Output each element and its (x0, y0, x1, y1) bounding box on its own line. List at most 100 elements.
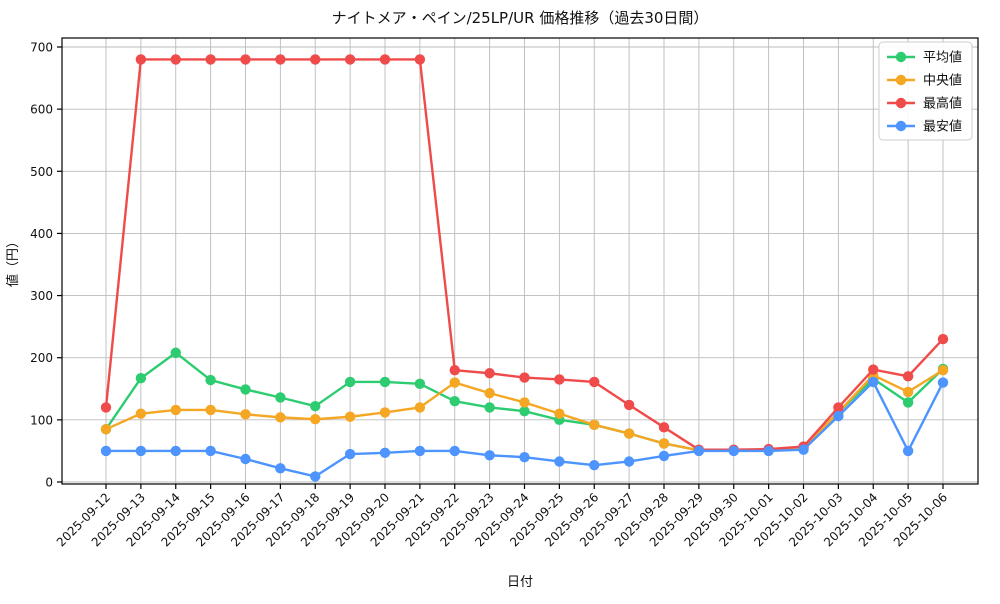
legend-label: 最安値 (923, 119, 962, 135)
data-point (170, 347, 181, 358)
data-point (868, 376, 879, 388)
data-point (868, 364, 879, 375)
data-point (135, 408, 147, 419)
data-point (414, 402, 426, 413)
data-point (484, 402, 495, 413)
y-tick-label: 300 (30, 289, 53, 303)
legend-label: 最高値 (923, 96, 962, 112)
y-tick-label: 0 (45, 476, 53, 490)
data-point (240, 384, 251, 395)
data-point (554, 408, 565, 419)
data-point (937, 364, 949, 376)
data-point (344, 376, 356, 388)
legend-item-中央値: 中央値 (887, 73, 962, 89)
data-point (902, 445, 914, 457)
data-point (519, 405, 530, 417)
data-point (100, 423, 112, 435)
data-point (100, 402, 112, 413)
data-point (902, 371, 914, 382)
data-point (693, 445, 705, 457)
data-point (763, 445, 774, 457)
data-point (623, 399, 635, 411)
data-point (449, 377, 460, 388)
data-point (170, 445, 181, 457)
data-point (589, 460, 600, 471)
plot-border (61, 37, 979, 485)
data-point (135, 54, 147, 65)
data-point (275, 463, 286, 474)
legend-item-最高値: 最高値 (887, 96, 962, 112)
data-point (344, 54, 356, 65)
y-tick-label: 600 (30, 103, 53, 117)
y-tick-label: 400 (30, 227, 53, 241)
x-axis-label: 日付 (507, 575, 533, 590)
data-point (833, 402, 844, 413)
data-point (379, 54, 391, 65)
data-point (240, 409, 251, 420)
data-point (275, 54, 286, 65)
data-point (100, 445, 112, 457)
data-point (170, 404, 181, 416)
data-point (798, 444, 809, 455)
data-point (519, 397, 530, 408)
data-point (170, 54, 181, 65)
y-tick-label: 100 (30, 413, 53, 427)
data-point (519, 451, 530, 463)
data-point (310, 400, 321, 412)
data-point (623, 456, 635, 467)
legend-marker-dot (895, 74, 907, 86)
data-point (275, 412, 286, 423)
data-point (205, 374, 216, 386)
data-point (379, 376, 391, 388)
data-point (275, 392, 286, 403)
legend-label: 中央値 (923, 73, 962, 89)
data-point (902, 397, 914, 408)
y-tick-label: 700 (30, 41, 53, 55)
data-point (310, 414, 321, 425)
data-point (449, 364, 460, 376)
data-point (833, 410, 844, 422)
data-point (937, 377, 949, 388)
data-point (379, 407, 391, 418)
data-point (554, 374, 565, 385)
axes: 01002003004005006007002025-09-122025-09-… (30, 37, 979, 549)
legend-marker-dot (895, 51, 907, 63)
data-point (728, 445, 739, 457)
data-point (449, 445, 460, 457)
data-point (135, 445, 147, 457)
data-point (449, 396, 460, 407)
data-point (589, 376, 600, 388)
data-point (937, 333, 949, 345)
data-point (554, 456, 565, 467)
data-point (414, 378, 426, 390)
data-point (484, 387, 495, 399)
data-series (100, 54, 949, 482)
data-point (135, 373, 147, 384)
legend-label: 平均値 (923, 50, 962, 66)
y-tick-label: 200 (30, 351, 53, 365)
data-point (344, 448, 356, 460)
y-tick-label: 500 (30, 165, 53, 179)
y-axis-label: 値（円） (5, 235, 21, 287)
data-point (414, 445, 426, 457)
data-point (658, 450, 670, 462)
data-point (205, 404, 216, 416)
data-point (240, 54, 251, 65)
data-point (310, 54, 321, 65)
data-point (414, 54, 426, 65)
data-point (623, 428, 635, 439)
data-point (344, 411, 356, 422)
data-point (902, 386, 914, 398)
data-point (658, 438, 670, 449)
legend-item-平均値: 平均値 (887, 50, 962, 66)
data-point (519, 372, 530, 383)
data-point (240, 453, 251, 465)
legend-item-最安値: 最安値 (887, 119, 962, 135)
legend-box (878, 41, 973, 141)
legend-marker-dot (895, 120, 907, 132)
data-point (484, 450, 495, 461)
chart-title: ナイトメア・ペイン/25LP/UR 価格推移（過去30日間） (332, 9, 709, 27)
